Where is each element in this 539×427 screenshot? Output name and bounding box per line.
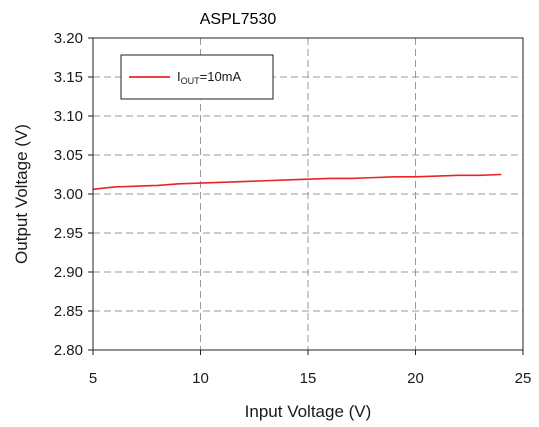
chart-title: ASPL7530: [200, 11, 277, 28]
ticks: 2.80 2.85 2.90 2.95 3.00 3.05 3.10 3.15 3.20 5 10 1…: [54, 30, 532, 387]
y-tick-label: 2.90: [54, 264, 83, 281]
y-tick-label: 3.05: [54, 147, 83, 164]
legend-label: IOUT=10mA: [177, 69, 242, 86]
legend-label-main: I: [177, 69, 181, 84]
y-tick-label: 3.00: [54, 186, 83, 203]
plot-frame: [92, 37, 524, 351]
y-tick-label: 3.15: [54, 69, 83, 86]
x-tick-label: 15: [300, 370, 317, 387]
series-layer: [92, 173, 502, 191]
y-tick-label: 2.95: [54, 225, 83, 242]
x-tick-label: 20: [407, 370, 424, 387]
x-tick-label: 25: [515, 370, 532, 387]
x-tick-label: 10: [192, 370, 209, 387]
y-tick-label: 2.80: [54, 342, 83, 359]
legend-label-rest: =10mA: [200, 69, 242, 84]
x-axis-title: Input Voltage (V): [245, 402, 372, 421]
legend-label-subscript: OUT: [181, 76, 201, 86]
y-tick-label: 3.20: [54, 30, 83, 47]
y-axis-title: Output Voltage (V): [12, 124, 31, 264]
y-tick-label: 3.10: [54, 108, 83, 125]
series-line-0: [92, 173, 502, 191]
y-tick-label: 2.85: [54, 303, 83, 320]
x-tick-label: 5: [89, 370, 97, 387]
legend: IOUT=10mA: [120, 54, 274, 100]
